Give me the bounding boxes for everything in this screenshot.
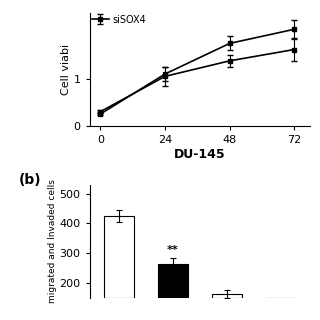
Bar — [266, 298, 296, 307]
Y-axis label: Cell viabi: Cell viabi — [61, 44, 71, 95]
Text: **: ** — [167, 245, 179, 255]
X-axis label: DU-145: DU-145 — [174, 148, 226, 161]
Bar — [212, 294, 242, 298]
Bar — [104, 216, 134, 298]
Bar — [158, 264, 188, 298]
Text: (b): (b) — [19, 173, 42, 187]
Y-axis label: migrated and Invaded cells: migrated and Invaded cells — [48, 179, 57, 303]
Legend: siSOX4: siSOX4 — [92, 15, 146, 25]
